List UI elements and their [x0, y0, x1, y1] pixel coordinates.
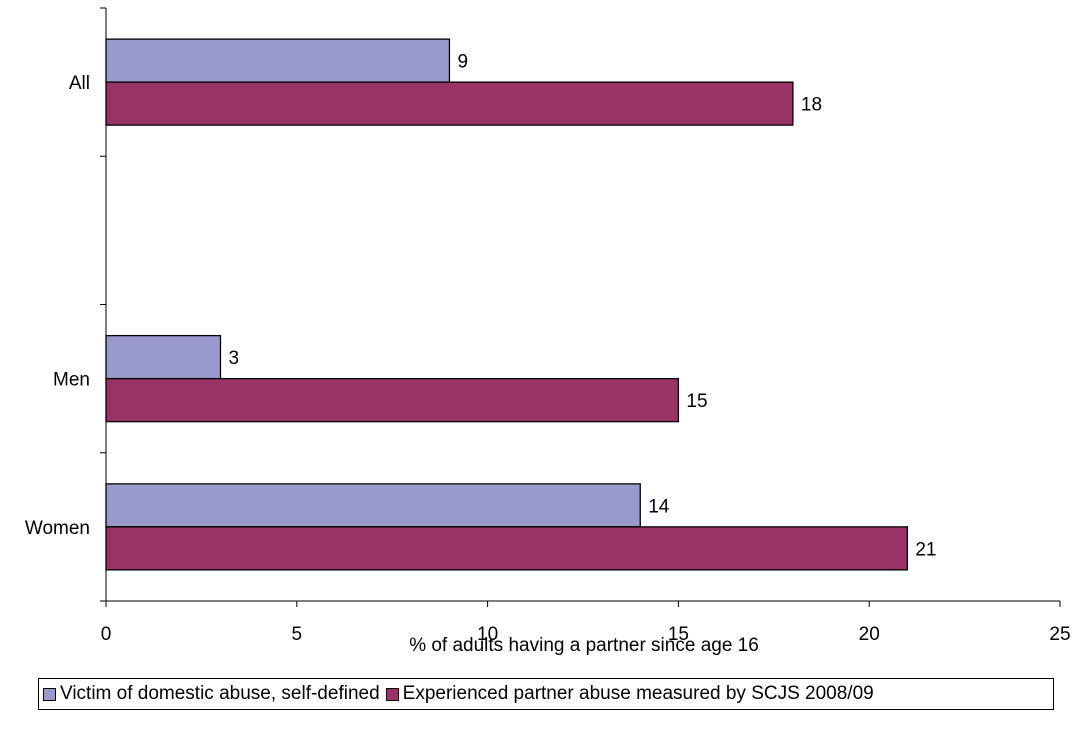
plot-area: 0 5 10 15 20 25 All 9 18 Men 3 15 Women 14 21: [25, 7, 1071, 645]
legend-swatch-self-defined: [43, 687, 56, 701]
x-tick-label: 5: [292, 624, 303, 645]
data-label: 14: [648, 496, 670, 517]
x-tick-label: 10: [477, 624, 498, 645]
legend-label-scjs: Experienced partner abuse measured by SC…: [402, 683, 874, 704]
x-axis-title: % of adults having a partner since age 1…: [409, 635, 759, 656]
bar: [105, 377, 680, 423]
x-tick-label: 25: [1049, 624, 1070, 645]
x-tick-label: 0: [101, 624, 112, 645]
category-label: Men: [53, 370, 90, 391]
category-label: All: [69, 73, 90, 94]
x-tick-label: 20: [859, 624, 880, 645]
bar: [105, 81, 794, 126]
data-label: 21: [915, 539, 936, 560]
bar: [105, 526, 909, 571]
bar: [105, 483, 641, 528]
x-tick-label: 15: [668, 624, 689, 645]
legend-item-self-defined: Victim of domestic abuse, self-defined: [43, 683, 380, 705]
legend-item-scjs: Experienced partner abuse measured by SC…: [385, 683, 874, 705]
bar: [105, 334, 222, 380]
category-label: Women: [25, 518, 90, 539]
data-label: 9: [457, 52, 468, 73]
legend-swatch-scjs: [385, 687, 399, 701]
data-label: 15: [686, 391, 707, 412]
bar: [105, 38, 451, 83]
bar-chart: 0 5 10 15 20 25 All 9 18 Men 3 15 Women 14 21 % of adu…: [25, 7, 1071, 656]
legend-label-self-defined: Victim of domestic abuse, self-defined: [60, 683, 380, 704]
data-label: 3: [228, 348, 239, 369]
data-label: 18: [801, 95, 822, 116]
chart-legend: Victim of domestic abuse, self-defined E…: [38, 678, 1054, 710]
